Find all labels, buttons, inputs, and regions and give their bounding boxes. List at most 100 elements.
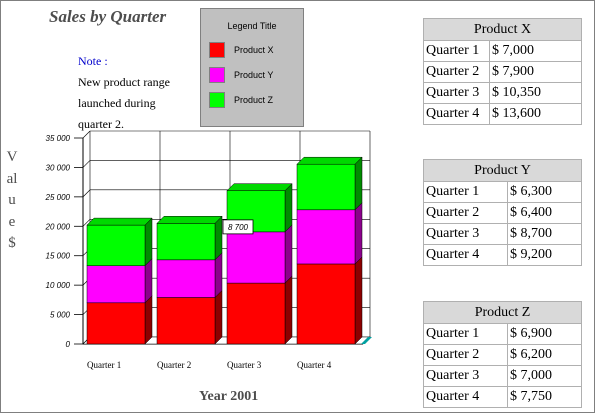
table-cell-quarter: Quarter 2 [423, 344, 508, 366]
y-tick-label: 5 000 [50, 311, 71, 320]
table-cell-value: $ 9,200 [507, 244, 582, 266]
bar-segment [226, 282, 286, 345]
bar-side [144, 258, 153, 304]
bar-segment [226, 231, 286, 284]
note-line-1: New product range [78, 75, 170, 89]
y-tick-label: 15 000 [46, 252, 71, 261]
table-cell-value: $ 6,400 [507, 202, 582, 224]
bar-segment [86, 302, 146, 345]
table-cell-quarter: Quarter 3 [423, 365, 508, 387]
table-cell-quarter: Quarter 4 [423, 244, 508, 266]
table-cell-quarter: Quarter 2 [423, 202, 508, 224]
table-cell-quarter: Quarter 4 [423, 103, 490, 125]
y-axis-label: Value $ [6, 149, 18, 251]
chart-title: Sales by Quarter [49, 7, 167, 26]
legend-item-product-z: Product Z [209, 92, 273, 108]
table-row: Quarter 4 $ 7,750 [423, 386, 583, 408]
product-y-table: Product Y Quarter 1 $ 6,300 Quarter 2 $ 6,… [423, 159, 582, 266]
legend-title: Legend Title [227, 21, 277, 31]
legend-item-product-y: Product Y [209, 67, 273, 83]
bar-segment [296, 163, 356, 211]
table-row: Quarter 3 $ 10,350 [423, 82, 583, 104]
x-tick-label: Quarter 1 [87, 360, 121, 370]
gridline-depth [82, 130, 91, 139]
bar-side [284, 224, 293, 284]
legend: Legend Title Product X Product Y Product… [200, 8, 304, 127]
table-cell-value: $ 7,000 [488, 40, 583, 62]
bar-segment [156, 297, 216, 345]
legend-swatch-product-z [209, 92, 225, 108]
bar-segment [86, 265, 146, 304]
table-row: Quarter 1 $ 7,000 [423, 40, 583, 62]
product-y-table-title: Product Y [423, 159, 582, 182]
bar-top [86, 217, 153, 226]
legend-swatch-product-x [209, 42, 225, 58]
product-z-table: Product Z Quarter 1 $ 6,900 Quarter 2 $ 6,… [422, 301, 583, 408]
product-x-table: Product X Quarter 1 $ 7,000 Quarter 2 $ 7,… [422, 18, 583, 125]
table-row: Quarter 2 $ 7,900 [423, 61, 583, 83]
bar-segment [296, 263, 356, 345]
x-tick-label: Quarter 4 [297, 360, 332, 370]
bar-top [226, 183, 293, 191]
product-z-table-title: Product Z [422, 301, 583, 324]
product-x-table-title: Product X [422, 18, 583, 41]
table-cell-value: $ 6,200 [506, 344, 583, 366]
y-tick-label: 30 000 [46, 163, 71, 172]
gridline-depth [82, 160, 91, 168]
table-row: Quarter 1 $ 6,900 [423, 323, 583, 345]
bar-top [156, 216, 223, 224]
table-cell-value: $ 10,350 [488, 82, 583, 104]
note-line-2: launched during [78, 96, 156, 110]
table-row: Quarter 2 $ 6,200 [423, 344, 583, 366]
table-cell-value: $ 7,900 [488, 61, 583, 83]
legend-item-product-x: Product X [209, 42, 274, 58]
y-tick-label: 10 000 [46, 281, 71, 290]
legend-label-product-x: Product X [234, 45, 274, 55]
bar-side [144, 295, 153, 345]
y-tick-label: 20 000 [45, 222, 71, 231]
table-row: Quarter 3 $ 8,700 [423, 223, 582, 245]
table-cell-value: $ 7,000 [506, 365, 583, 387]
bar-segment [296, 209, 356, 265]
data-label: 8 700 [228, 223, 249, 232]
table-row: Quarter 2 $ 6,400 [423, 202, 582, 224]
bar-side [354, 256, 363, 345]
legend-swatch-product-y [209, 67, 225, 83]
table-cell-value: $ 6,900 [506, 323, 583, 345]
legend-label-product-z: Product Z [234, 95, 274, 105]
bar-side [214, 215, 223, 261]
note-box: Note : New product range launched during… [78, 51, 198, 135]
table-cell-quarter: Quarter 1 [423, 323, 508, 345]
floor-corner [361, 337, 372, 344]
table-cell-value: $ 6,300 [507, 181, 582, 203]
table-cell-quarter: Quarter 1 [423, 181, 508, 203]
table-row: Quarter 3 $ 7,000 [423, 365, 583, 387]
bar-segment [156, 259, 216, 298]
table-cell-quarter: Quarter 3 [423, 223, 508, 245]
legend-label-product-y: Product Y [234, 70, 274, 80]
y-tick-label: 0 [66, 340, 71, 349]
bar-segment [86, 224, 146, 266]
data-label-box [222, 219, 254, 235]
bar-side [214, 252, 223, 299]
bar-segment [156, 223, 216, 261]
bar-side [144, 217, 153, 267]
gridline-depth [82, 189, 91, 198]
table-row: Quarter 4 $ 13,600 [423, 103, 583, 125]
table-row: Quarter 4 $ 9,200 [423, 244, 582, 266]
table-cell-value: $ 13,600 [488, 103, 583, 125]
table-cell-quarter: Quarter 4 [423, 386, 508, 408]
x-axis-label: Year 2001 [199, 389, 259, 404]
table-cell-value: $ 7,750 [506, 386, 583, 408]
bar-side [354, 202, 363, 265]
bar-side [214, 289, 223, 345]
x-tick-label: Quarter 2 [157, 360, 191, 370]
x-tick-label: Quarter 3 [227, 360, 262, 370]
bar-side [284, 183, 293, 233]
bar-top [296, 156, 363, 165]
table-cell-quarter: Quarter 3 [423, 82, 490, 104]
y-tick-label: 25 000 [45, 193, 71, 202]
note-line-3: quarter 2. [78, 117, 124, 131]
